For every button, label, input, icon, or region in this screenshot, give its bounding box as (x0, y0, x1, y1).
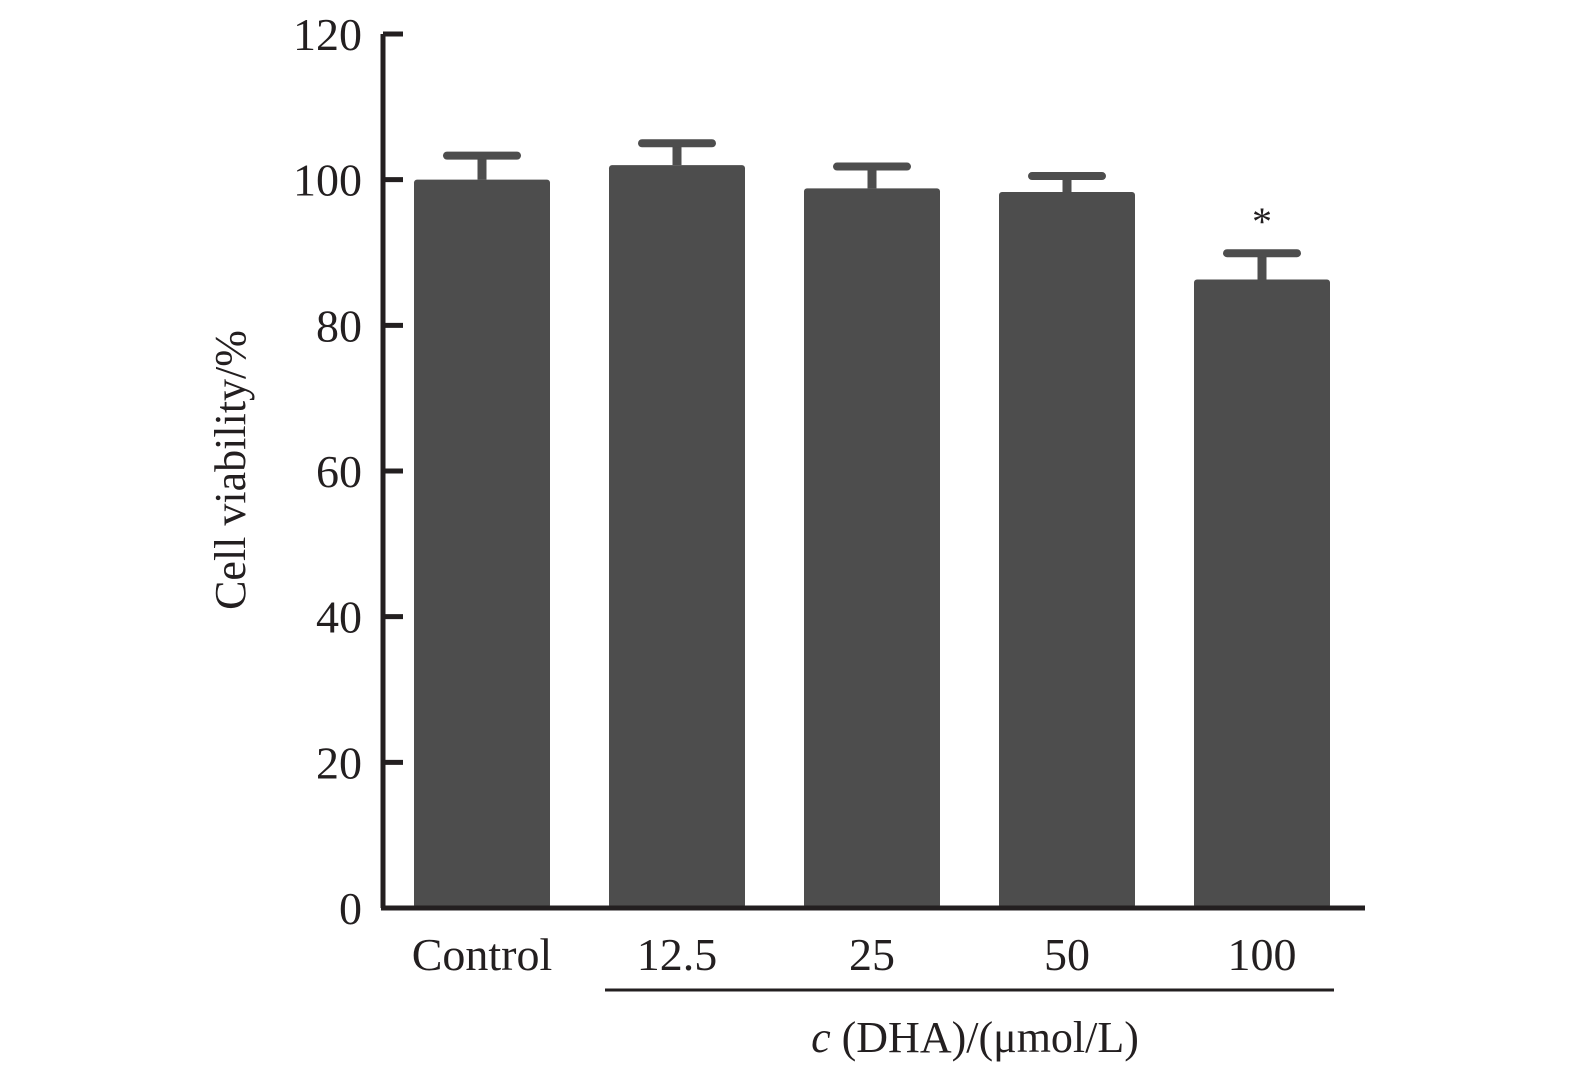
x-tick-label: Control (412, 929, 553, 980)
x-axis-label: c (DHA)/(μmol/L) (811, 1013, 1139, 1062)
bar (999, 192, 1135, 908)
axes-layer (380, 31, 1365, 992)
bar (609, 165, 745, 909)
bar (804, 188, 940, 908)
y-axis-label: Cell viability/% (206, 330, 255, 610)
x-axis-label-symbol: c (811, 1013, 831, 1062)
y-tick-label: 120 (293, 9, 362, 60)
y-tick-label: 20 (316, 737, 362, 788)
x-tick-label: 25 (849, 929, 895, 980)
significance-marker: * (1252, 199, 1272, 244)
y-tick-label: 60 (316, 446, 362, 497)
y-tick-label: 40 (316, 592, 362, 643)
x-tick-label: 50 (1044, 929, 1090, 980)
labels-layer: Control 12.5 25 50 100 * 0 20 40 60 80 100 120 (293, 9, 1297, 980)
y-tick-label: 80 (316, 300, 362, 351)
x-axis-label-text: (DHA)/(μmol/L) (831, 1013, 1139, 1062)
bars-layer (414, 165, 1330, 909)
bar (414, 179, 550, 908)
x-tick-label: 100 (1228, 929, 1297, 980)
bar (1194, 279, 1330, 908)
x-tick-label: 12.5 (637, 929, 718, 980)
error-bars-layer (443, 139, 1301, 280)
y-tick-label: 100 (293, 155, 362, 206)
y-tick-label: 0 (339, 883, 362, 934)
